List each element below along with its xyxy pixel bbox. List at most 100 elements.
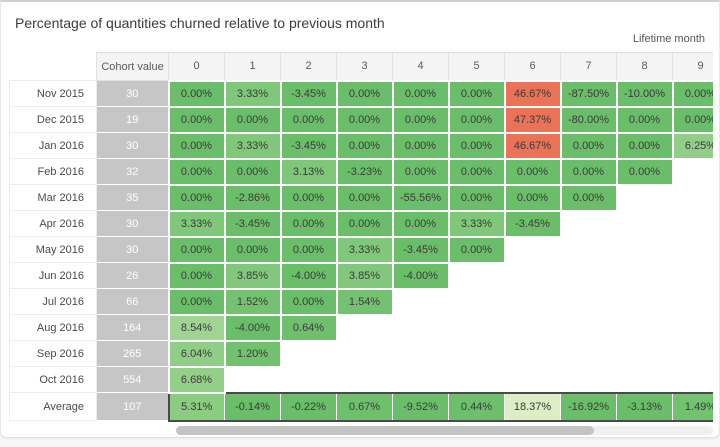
x-axis-label: Lifetime month (632, 33, 705, 45)
heatmap-cell: 1.52% (223, 287, 282, 316)
empty-cell (448, 262, 505, 289)
chart-title: Percentage of quantities churned relativ… (15, 15, 385, 31)
heatmap-cell: 0.00% (447, 157, 506, 186)
scrollbar-thumb[interactable] (176, 426, 594, 435)
row-label: Average (9, 392, 97, 421)
heatmap-cell: 46.67% (503, 79, 562, 108)
row-label: Jul 2016 (9, 288, 97, 315)
heatmap-cell: -9.52% (392, 391, 449, 422)
cohort-row: Feb 2016 32 0.00% 0.00% 3.13% -3.23% 0.00% 0.00… (9, 157, 713, 186)
empty-cell (616, 340, 673, 367)
empty-cell (616, 262, 673, 289)
heatmap-cell: 0.00% (447, 79, 506, 108)
column-header-9: 9 (672, 52, 713, 81)
heatmap-cell: 0.00% (223, 235, 282, 264)
empty-cell (560, 262, 617, 289)
row-label: Sep 2016 (9, 340, 97, 367)
empty-cell (392, 366, 449, 393)
empty-cell (672, 288, 713, 315)
row-label: Apr 2016 (9, 210, 97, 237)
cohort-row: Sep 2016 265 6.04% 1.20% (9, 339, 713, 368)
heatmap-cell: -2.86% (223, 183, 282, 212)
heatmap-cell: -3.45% (223, 209, 282, 238)
empty-cell (336, 314, 393, 341)
empty-cell (560, 210, 617, 237)
heatmap-cell: -3.23% (335, 157, 394, 186)
row-label: Oct 2016 (9, 366, 97, 393)
heatmap-cell: 0.00% (167, 183, 226, 212)
heatmap-cell: 0.00% (391, 105, 450, 134)
heatmap-cell: 3.33% (447, 209, 506, 238)
heatmap-cell: 0.00% (335, 183, 394, 212)
heatmap-cell: 0.00% (615, 131, 674, 160)
horizontal-scrollbar[interactable] (176, 426, 713, 435)
heatmap-cell: 0.44% (448, 391, 505, 422)
row-label: May 2016 (9, 236, 97, 263)
heatmap-cell: 3.85% (223, 261, 282, 290)
cohort-row: Oct 2016 554 6.68% (9, 365, 713, 394)
heatmap-cell: 0.67% (336, 391, 393, 422)
heatmap-cell: -87.50% (559, 79, 618, 108)
heatmap-cell: 3.33% (223, 131, 282, 160)
empty-cell (504, 340, 561, 367)
heatmap-cell: 3.33% (167, 209, 226, 238)
empty-cell (280, 366, 337, 393)
heatmap-cell: 8.54% (167, 313, 226, 342)
row-label: Jan 2016 (9, 132, 97, 159)
empty-cell (392, 314, 449, 341)
cohort-value-cell: 66 (96, 288, 169, 315)
heatmap-cell: 0.00% (559, 183, 618, 212)
heatmap-cell: 0.00% (391, 209, 450, 238)
cohort-value-cell: 30 (96, 210, 169, 237)
heatmap-cell: -4.00% (223, 313, 282, 342)
cohort-row: Jan 2016 30 0.00% 3.33% -3.45% 0.00% 0.00% 0.00… (9, 131, 713, 160)
heatmap-cell: -4.00% (391, 261, 450, 290)
cohort-value-cell: 26 (96, 262, 169, 289)
heatmap-cell: -0.22% (280, 391, 337, 422)
empty-cell (448, 340, 505, 367)
empty-cell (672, 366, 713, 393)
empty-cell (280, 340, 337, 367)
empty-cell (504, 366, 561, 393)
row-label: Nov 2015 (9, 80, 97, 107)
cohort-value-cell: 554 (96, 366, 169, 393)
heatmap-cell: -4.00% (279, 261, 338, 290)
heatmap-cell: 0.00% (447, 183, 506, 212)
cohort-value-cell: 164 (96, 314, 169, 341)
heatmap-cell: 0.00% (559, 131, 618, 160)
heatmap-cell: 0.00% (615, 157, 674, 186)
heatmap-cell: 0.00% (391, 79, 450, 108)
empty-cell (448, 366, 505, 393)
cohort-row: Apr 2016 30 3.33% -3.45% 0.00% 0.00% 0.00% 3.33… (9, 209, 713, 238)
table-viewport: Cohort value 0 1 2 3 4 5 6 7 8 9 Nov 2015 30 0.00% 3.… (9, 52, 713, 423)
row-label: Aug 2016 (9, 314, 97, 341)
heatmap-cell: 3.85% (335, 261, 394, 290)
heatmap-cell: 0.00% (279, 105, 338, 134)
row-label: Mar 2016 (9, 184, 97, 211)
empty-cell (616, 288, 673, 315)
column-header-1: 1 (224, 52, 281, 81)
heatmap-cell: 0.00% (223, 105, 282, 134)
empty-cell (448, 314, 505, 341)
empty-cell (672, 236, 713, 263)
empty-cell (504, 236, 561, 263)
heatmap-cell: 0.00% (335, 79, 394, 108)
cohort-row: Aug 2016 164 8.54% -4.00% 0.64% (9, 313, 713, 342)
empty-cell (672, 340, 713, 367)
heatmap-cell: 0.00% (223, 157, 282, 186)
heatmap-cell: 5.31% (167, 391, 225, 422)
header-row: Cohort value 0 1 2 3 4 5 6 7 8 9 (9, 52, 713, 81)
column-header-3: 3 (336, 52, 393, 81)
heatmap-cell: 3.33% (223, 79, 282, 108)
heatmap-cell: 0.00% (671, 105, 713, 134)
heatmap-cell: 0.00% (335, 209, 394, 238)
heatmap-cell: 0.64% (279, 313, 338, 342)
heatmap-cell: 6.25% (671, 131, 713, 160)
heatmap-cell: 3.33% (335, 235, 394, 264)
column-header-5: 5 (448, 52, 505, 81)
empty-cell (392, 340, 449, 367)
heatmap-cell: 0.00% (279, 235, 338, 264)
heatmap-cell: 0.00% (335, 131, 394, 160)
empty-cell (616, 210, 673, 237)
cohort-row: Mar 2016 35 0.00% -2.86% 0.00% 0.00% -55.56% 0.… (9, 183, 713, 212)
